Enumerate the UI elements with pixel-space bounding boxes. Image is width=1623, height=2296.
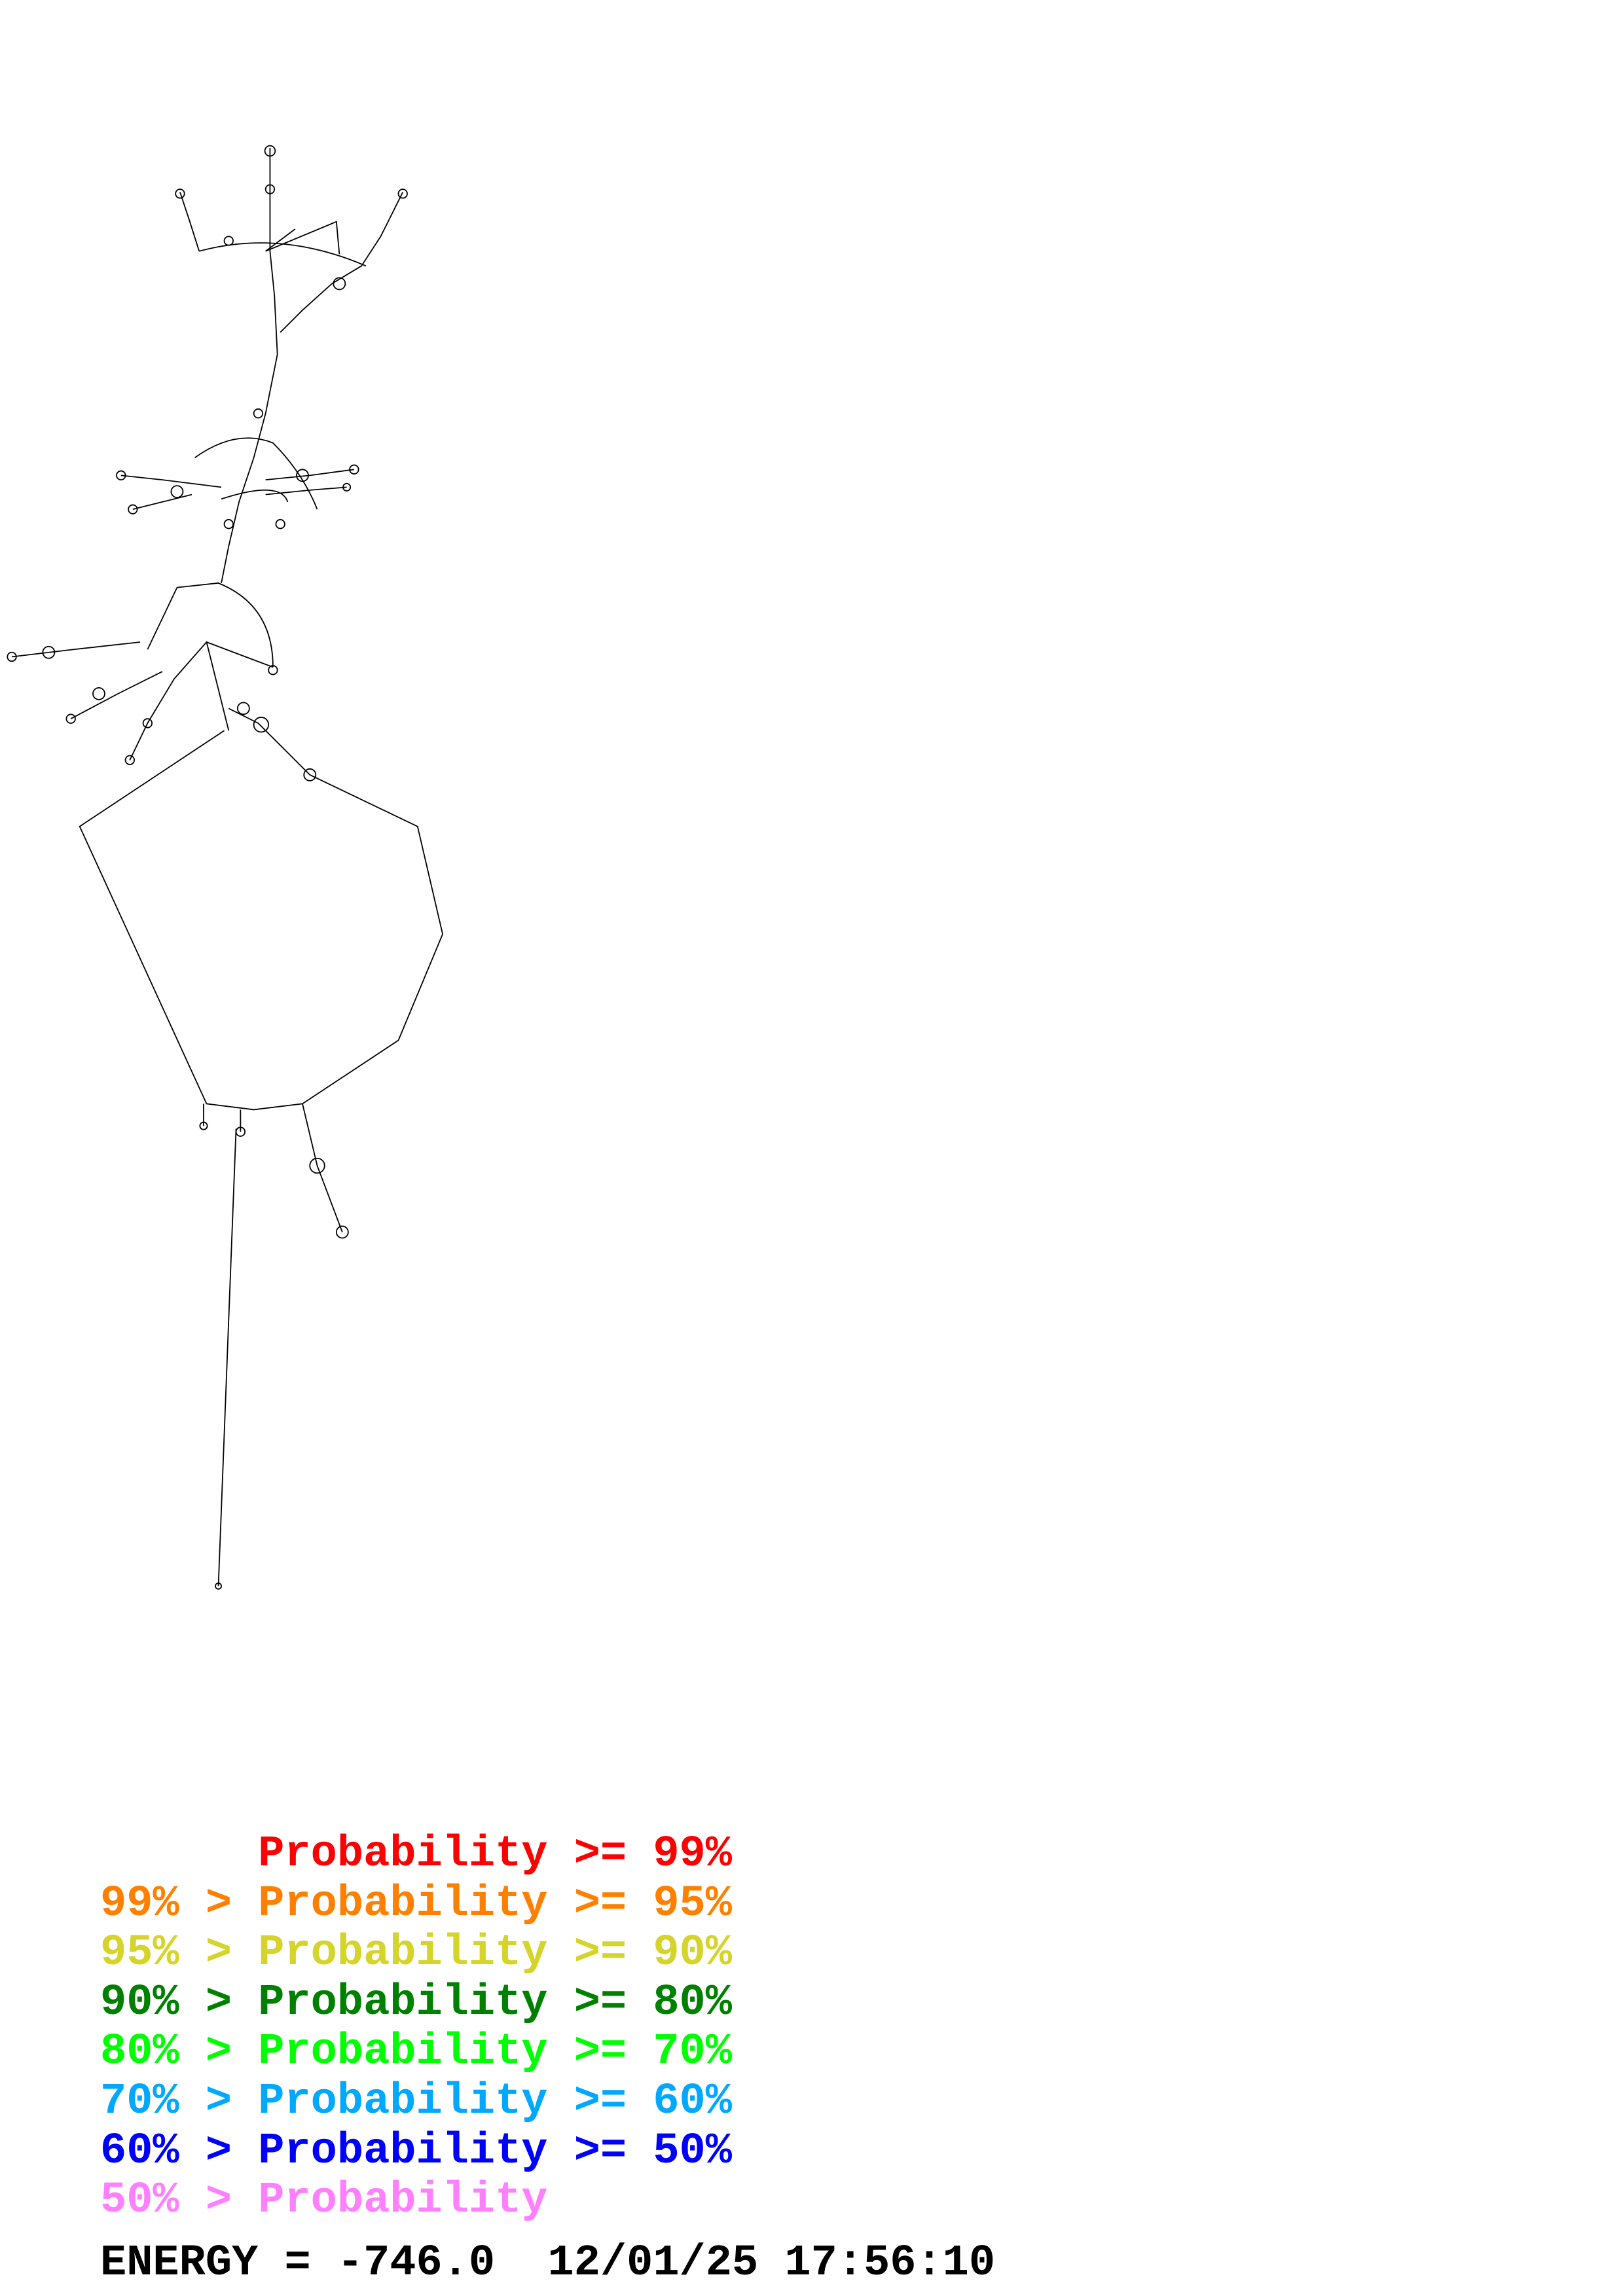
exterior-loop bbox=[79, 730, 444, 1111]
hairpin-loops bbox=[7, 145, 408, 1590]
middle-left-stem-1 bbox=[120, 475, 222, 488]
lower-left-stem-2 bbox=[70, 671, 163, 719]
legend-row-60: 70% > Probability >= 60% bbox=[100, 2077, 732, 2126]
lower-center-link bbox=[173, 641, 230, 731]
middle-right-stem-2 bbox=[265, 486, 347, 495]
top-multiloop-arc bbox=[199, 242, 367, 267]
middle-arc-1 bbox=[194, 437, 318, 510]
top-left-stem bbox=[179, 192, 200, 252]
legend-row-99: Probability >= 99% bbox=[100, 1829, 732, 1879]
legend-row-90: 95% > Probability >= 90% bbox=[100, 1928, 732, 1978]
lower-multiloop-arc bbox=[177, 582, 274, 668]
legend-row-70: 80% > Probability >= 70% bbox=[100, 2027, 732, 2077]
lower-right-stem bbox=[228, 708, 310, 776]
middle-right-stem-1 bbox=[265, 469, 354, 480]
legend-row-80: 90% > Probability >= 80% bbox=[100, 1978, 732, 2028]
energy-timestamp: ENERGY = -746.0 12/01/25 17:56:10 bbox=[100, 2238, 996, 2288]
tail-strand bbox=[217, 1128, 237, 1587]
lower-left-link bbox=[147, 587, 178, 650]
lower-right-link bbox=[206, 641, 274, 668]
middle-arc-2 bbox=[221, 489, 289, 503]
lower-left-stem-1 bbox=[11, 641, 141, 658]
legend-row-below-50: 50% > Probability bbox=[100, 2176, 548, 2225]
lower-left-stem-3 bbox=[129, 678, 175, 761]
legend-row-95: 99% > Probability >= 95% bbox=[100, 1879, 732, 1929]
bottom-stem-3 bbox=[302, 1103, 343, 1232]
middle-left-stem-2 bbox=[132, 493, 192, 511]
backbone bbox=[11, 148, 444, 1587]
top-right-stem bbox=[280, 192, 404, 333]
top-inner-stems bbox=[265, 221, 340, 255]
top-central-stem bbox=[221, 148, 278, 584]
legend-row-50: 60% > Probability >= 50% bbox=[100, 2126, 732, 2176]
